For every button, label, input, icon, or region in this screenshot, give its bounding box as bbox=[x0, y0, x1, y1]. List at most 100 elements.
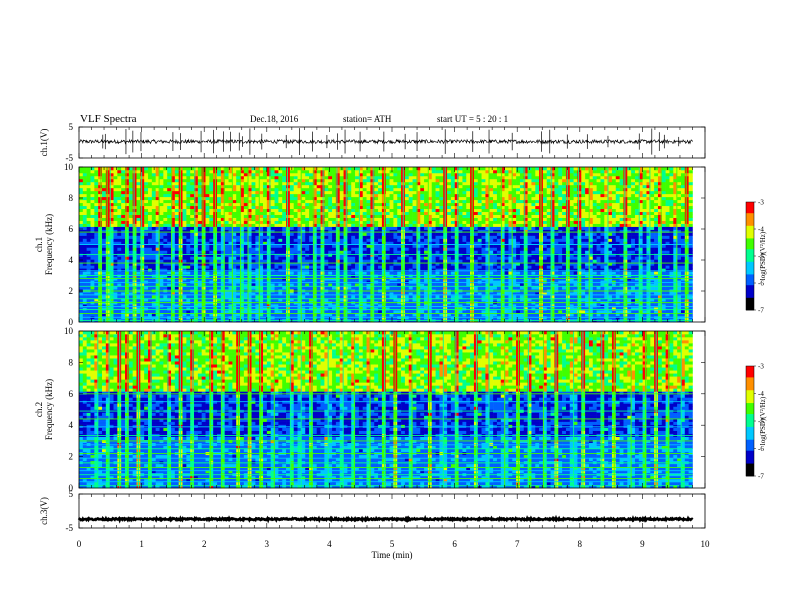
ch1spec-cell bbox=[159, 304, 164, 308]
ch1spec-cell bbox=[102, 286, 107, 290]
ch1spec-cell bbox=[328, 223, 333, 227]
ch1spec-cell bbox=[79, 214, 84, 218]
ch1spec-cell bbox=[98, 262, 103, 266]
ch1spec-cell bbox=[151, 187, 156, 192]
ch1spec-cell bbox=[136, 247, 141, 251]
ch1spec-cell bbox=[236, 172, 241, 177]
ch1spec-cell bbox=[209, 268, 214, 272]
ch1spec-cell bbox=[270, 247, 275, 251]
ch1spec-cell bbox=[163, 292, 168, 296]
ch1spec-cell bbox=[79, 223, 84, 227]
ch1spec-cell bbox=[378, 253, 383, 257]
ch1spec-cell bbox=[351, 217, 356, 221]
ch1spec-cell bbox=[393, 310, 398, 314]
ch1spec-cell bbox=[378, 244, 383, 248]
ch1spec-cell bbox=[236, 178, 241, 183]
ch1spec-cell bbox=[370, 226, 375, 230]
ch1spec-cell bbox=[109, 307, 114, 311]
ch1spec-cell bbox=[128, 244, 133, 248]
ch1spec-cell bbox=[370, 235, 375, 239]
ch1spec-cell bbox=[190, 181, 195, 186]
ch1spec-cell bbox=[255, 298, 260, 302]
ch1spec-cell bbox=[255, 313, 260, 317]
ch1spec-cell bbox=[297, 196, 302, 201]
ch1spec-cell bbox=[128, 223, 133, 227]
ch1spec-cell bbox=[121, 190, 126, 195]
ch1spec-cell bbox=[255, 202, 260, 207]
ch1spec-cell bbox=[136, 214, 141, 218]
ch1spec-cell bbox=[266, 235, 272, 239]
ch1spec-cell bbox=[132, 169, 137, 174]
ch1spec-cell bbox=[236, 295, 241, 299]
ch1spec-cell bbox=[362, 310, 367, 314]
ch1spec-cell bbox=[270, 202, 275, 207]
ch1spec-cell bbox=[194, 187, 199, 192]
ch1spec-cell bbox=[397, 283, 402, 287]
ch1spec-cell bbox=[328, 181, 333, 186]
ch1spec-cell bbox=[366, 304, 371, 308]
ch1spec-cell bbox=[102, 208, 107, 213]
ch1spec-cell bbox=[224, 250, 229, 254]
ch1spec-cell bbox=[159, 259, 164, 263]
ch1spec-cell bbox=[305, 199, 310, 204]
ch1spec-cell bbox=[86, 217, 91, 221]
ch1spec-cell bbox=[335, 190, 341, 195]
ch1spec-cell bbox=[351, 271, 356, 275]
ch1spec-cell bbox=[404, 295, 410, 299]
ch1spec-cell bbox=[259, 238, 264, 242]
ch1spec-cell bbox=[355, 167, 360, 171]
ch1spec-cell bbox=[217, 286, 222, 290]
ch1spec-cell bbox=[343, 178, 348, 183]
ch1spec-cell bbox=[274, 178, 279, 183]
ch1spec-cell bbox=[151, 199, 156, 204]
ch1spec-cell bbox=[435, 307, 440, 311]
ch1spec-cell bbox=[125, 286, 130, 290]
ch1spec-cell bbox=[247, 232, 252, 236]
ch1spec-cell bbox=[420, 235, 425, 239]
ch1spec-cell bbox=[148, 310, 153, 314]
ch1spec-cell bbox=[378, 307, 383, 311]
ch1spec-cell bbox=[117, 238, 122, 242]
ch1spec-cell bbox=[205, 265, 210, 269]
ch1spec-cell bbox=[109, 175, 114, 180]
ch1spec-cell bbox=[209, 304, 214, 308]
ch1spec-cell bbox=[385, 274, 390, 278]
ch1spec-cell bbox=[408, 229, 413, 233]
ch1spec-cell bbox=[148, 226, 153, 230]
ch1spec-cell bbox=[224, 262, 229, 266]
ch1spec-cell bbox=[205, 280, 210, 284]
ch1spec-cell bbox=[309, 226, 314, 230]
ch1spec-cell bbox=[205, 241, 210, 245]
ch1spec-cell bbox=[144, 172, 149, 177]
ch1spec-cell bbox=[197, 271, 202, 275]
ch1spec-cell bbox=[113, 280, 118, 284]
ch1spec-cell bbox=[332, 307, 337, 311]
ch1spec-cell bbox=[270, 187, 275, 192]
ch1spec-cell bbox=[98, 238, 103, 242]
ch1spec-cell bbox=[140, 193, 145, 198]
ch1spec-cell bbox=[136, 238, 141, 242]
ch1spec-cell bbox=[259, 172, 264, 177]
ch1spec-cell bbox=[228, 265, 233, 269]
ch1spec-cell bbox=[301, 187, 306, 192]
ch1spec-cell bbox=[293, 256, 298, 260]
ch1spec-cell bbox=[370, 241, 375, 245]
ch1spec-cell bbox=[408, 253, 413, 257]
ch1spec-cell bbox=[263, 280, 268, 284]
ch1spec-cell bbox=[163, 310, 168, 314]
ch1spec-cell bbox=[113, 208, 118, 213]
ch1spec-cell bbox=[243, 193, 248, 198]
ch1spec-cell bbox=[255, 253, 260, 257]
ch1spec-cell bbox=[121, 169, 126, 174]
ch1spec-cell bbox=[332, 184, 337, 189]
ch1spec-cell bbox=[79, 181, 84, 186]
ch1spec-cell bbox=[286, 187, 291, 192]
ch1spec-cell bbox=[412, 184, 417, 189]
ch1spec-cell bbox=[102, 274, 107, 278]
ch1spec-cell bbox=[305, 181, 310, 186]
ch1spec-cell bbox=[186, 167, 191, 171]
ch1spec-cell bbox=[362, 259, 367, 263]
ch1spec-cell bbox=[98, 187, 103, 192]
ch1spec-cell bbox=[140, 259, 145, 263]
ch1spec-cell bbox=[159, 250, 164, 254]
